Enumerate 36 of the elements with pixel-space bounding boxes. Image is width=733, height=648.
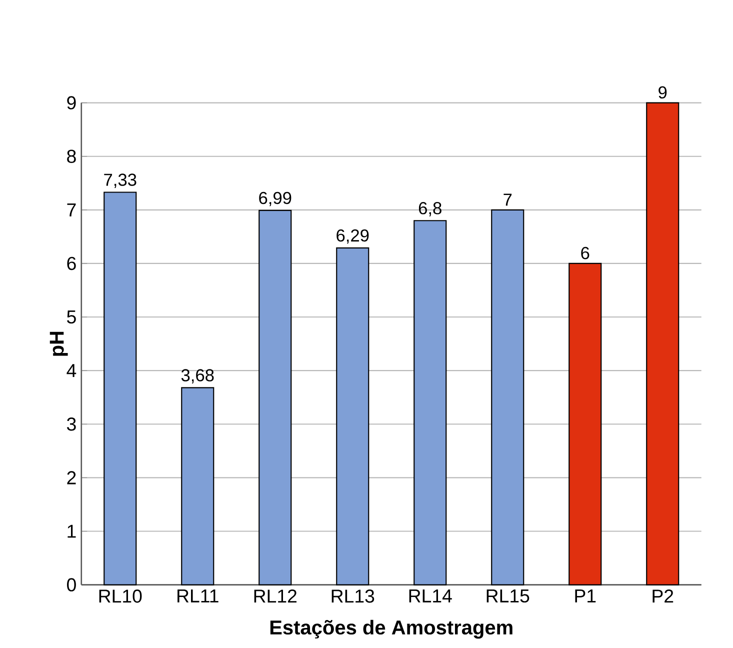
- bar: [646, 102, 680, 586]
- bar: [258, 210, 292, 586]
- y-tick-label: 2: [67, 471, 76, 484]
- y-tick-label: 9: [67, 96, 76, 110]
- data-label: 6,8: [418, 202, 442, 216]
- x-tick-label: RL14: [409, 590, 452, 602]
- y-tick-label: 8: [67, 150, 76, 163]
- x-tick-label: RL11: [178, 590, 218, 602]
- x-tick-label: RL13: [332, 589, 374, 603]
- data-label: 7: [504, 194, 512, 206]
- x-tick-label: RL12: [254, 589, 296, 603]
- x-tick-label: P1: [575, 590, 596, 602]
- x-tick-label: P2: [652, 589, 674, 603]
- data-label: 7,33: [104, 174, 136, 188]
- data-label: 3,68: [181, 369, 214, 384]
- x-tick-label: RL10: [99, 589, 142, 603]
- y-tick-label: 6: [67, 256, 76, 270]
- y-tick-label: 3: [66, 418, 76, 431]
- y-tick-label: 1: [68, 524, 76, 538]
- data-label: 6,29: [336, 229, 369, 244]
- y-tick-label: 0: [67, 578, 76, 592]
- bar: [414, 220, 447, 586]
- y-tick-label: 7: [67, 203, 76, 216]
- x-axis-title: Estações de Amostragem: [270, 620, 512, 639]
- x-tick-label: RL15: [486, 590, 530, 603]
- bar: [336, 247, 370, 586]
- y-tick-label: 4: [66, 364, 76, 377]
- data-label: 6,99: [259, 192, 292, 206]
- data-label: 9: [658, 86, 667, 99]
- y-tick-label: 5: [67, 310, 76, 324]
- bar: [568, 262, 602, 586]
- bar: [491, 209, 524, 586]
- bar: [104, 192, 137, 586]
- y-axis-title: pH: [50, 332, 68, 356]
- data-label: 6: [581, 246, 590, 260]
- bar: [181, 387, 214, 586]
